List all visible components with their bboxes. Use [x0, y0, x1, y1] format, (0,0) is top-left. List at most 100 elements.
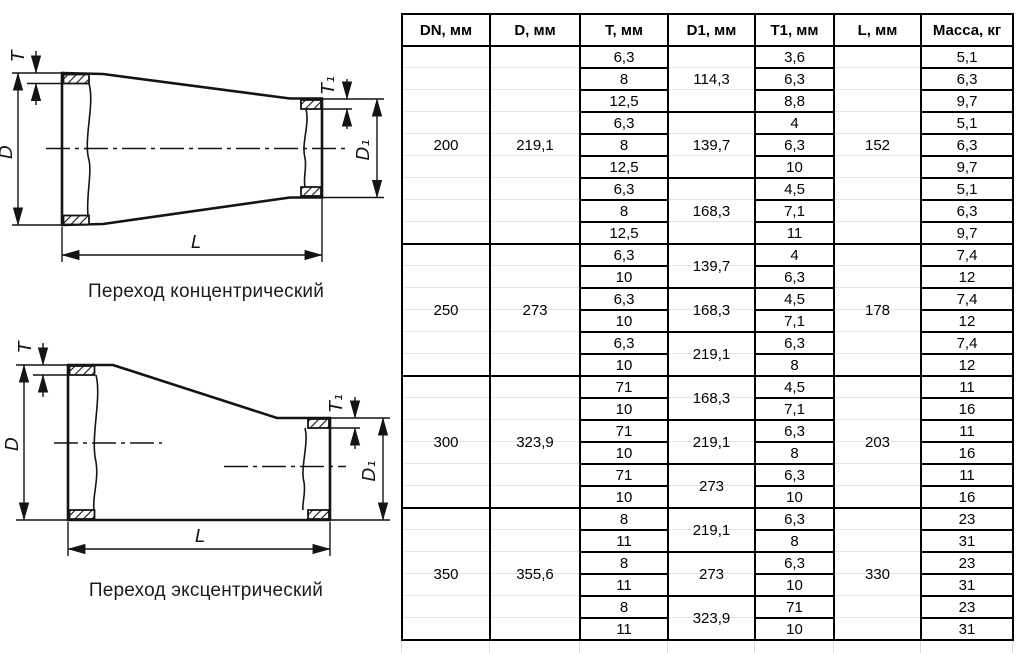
- cell-t: 8: [581, 69, 669, 91]
- cell-t: 10: [581, 487, 669, 509]
- cell-mass: 11: [922, 377, 1014, 399]
- cell-mass: 23: [922, 553, 1014, 575]
- cell-d: 355,6: [491, 509, 581, 641]
- cell-t: 10: [581, 311, 669, 333]
- cell-mass: 9,7: [922, 157, 1014, 179]
- header-cell-dn: DN, мм: [403, 15, 491, 47]
- cell-mass: 31: [922, 531, 1014, 553]
- cell-t: 8: [581, 135, 669, 157]
- cell-mass: 23: [922, 597, 1014, 619]
- cell-t1: 6,3: [756, 69, 835, 91]
- cell-d1: 219,1: [669, 509, 756, 553]
- header-cell-mass: Масса, кг: [922, 15, 1014, 47]
- spec-table: DN, мм D, мм T, мм D1, мм T1, мм L, мм Масса, …: [401, 13, 1014, 641]
- cell-t1: 4: [756, 245, 835, 267]
- cell-d: 323,9: [491, 377, 581, 509]
- table-row: 12,5 10 9,7: [403, 157, 1014, 179]
- cell-mass: 16: [922, 399, 1014, 421]
- cell-t1: 4: [756, 113, 835, 135]
- cell-d1: 323,9: [669, 597, 756, 641]
- cell-mass: 6,3: [922, 201, 1014, 223]
- dimension-lines: [12, 51, 384, 262]
- cell-t: 6,3: [581, 47, 669, 69]
- cell-t: 11: [581, 619, 669, 641]
- table-row: 12,5 11 9,7: [403, 223, 1014, 245]
- table-row: 350 355,6 8 219,1 6,3 330 23: [403, 509, 1014, 641]
- cell-mass: 31: [922, 575, 1014, 597]
- cell-d1: 273: [669, 553, 756, 597]
- table-row: 8 323,9 71 23: [403, 597, 1014, 641]
- cell-mass: 6,3: [922, 135, 1014, 157]
- excel-gridline-strip: [401, 641, 1014, 653]
- dim-label-t: T: [15, 340, 36, 353]
- cell-t1: 10: [756, 575, 835, 597]
- break-line: [92, 374, 307, 511]
- cell-t: 8: [581, 597, 669, 619]
- cell-mass: 7,4: [922, 245, 1014, 267]
- cell-mass: 23: [922, 509, 1014, 531]
- cell-t: 10: [581, 399, 669, 421]
- cell-t: 10: [581, 443, 669, 465]
- cell-d1: 139,7: [669, 245, 756, 289]
- table-row: 12,5 8,8 9,7: [403, 91, 1014, 113]
- cell-dn: 300: [403, 377, 491, 509]
- cell-t: 6,3: [581, 245, 669, 267]
- table-row: 71 219,1 6,3 11: [403, 421, 1014, 465]
- table-row: 8 6,3 6,3: [403, 135, 1014, 157]
- cell-mass: 5,1: [922, 47, 1014, 69]
- cell-t: 6,3: [581, 113, 669, 135]
- dimension-lines: [16, 343, 390, 556]
- dim-label-d1: D₁: [359, 460, 380, 481]
- concentric-caption: Переход концентрический: [87, 281, 325, 302]
- table-header: DN, мм D, мм T, мм D1, мм T1, мм L, мм Масса, …: [403, 15, 1014, 47]
- cell-t1: 8: [756, 531, 835, 553]
- cell-dn: 350: [403, 509, 491, 641]
- cell-mass: 9,7: [922, 223, 1014, 245]
- cell-t1: 4,5: [756, 179, 835, 201]
- cell-t: 11: [581, 531, 669, 553]
- cell-mass: 16: [922, 443, 1014, 465]
- cell-mass: 12: [922, 267, 1014, 289]
- table-row: 6,3 139,7 4 5,1: [403, 113, 1014, 179]
- table-row: 300 323,9 71 168,3 4,5 203 11: [403, 377, 1014, 509]
- cell-d1: 219,1: [669, 421, 756, 465]
- cell-d1: 273: [669, 465, 756, 509]
- cell-t: 12,5: [581, 223, 669, 245]
- cell-t1: 7,1: [756, 201, 835, 223]
- cell-t1: 7,1: [756, 399, 835, 421]
- cell-mass: 5,1: [922, 113, 1014, 135]
- cell-t: 10: [581, 267, 669, 289]
- concentric-reducer-drawing: T D T₁ D₁ L: [0, 49, 384, 262]
- dim-label-t: T: [8, 49, 29, 62]
- cell-t: 8: [581, 509, 669, 531]
- cell-mass: 5,1: [922, 179, 1014, 201]
- cell-d1: 114,3: [669, 47, 756, 113]
- cell-t1: 6,3: [756, 267, 835, 289]
- cell-mass: 7,4: [922, 289, 1014, 311]
- table-row: 71 273 6,3 11: [403, 465, 1014, 509]
- cell-mass: 31: [922, 619, 1014, 641]
- table-row: 10 8 12: [403, 355, 1014, 377]
- cell-t1: 6,3: [756, 421, 835, 443]
- cell-t1: 6,3: [756, 465, 835, 487]
- cell-dn: 200: [403, 47, 491, 245]
- cell-mass: 11: [922, 421, 1014, 443]
- cell-l: 203: [835, 377, 922, 509]
- cell-mass: 9,7: [922, 91, 1014, 113]
- dim-label-l: L: [195, 526, 205, 547]
- cell-l: 152: [835, 47, 922, 245]
- cell-t1: 10: [756, 487, 835, 509]
- cell-t1: 7,1: [756, 311, 835, 333]
- table-row: 10 8 16: [403, 443, 1014, 465]
- cell-t1: 8: [756, 443, 835, 465]
- cell-t1: 71: [756, 597, 835, 619]
- cell-d1: 139,7: [669, 113, 756, 179]
- cell-t1: 4,5: [756, 377, 835, 399]
- eccentric-caption: Переход эксцентрический: [88, 580, 324, 601]
- header-cell-l: L, мм: [835, 15, 922, 47]
- cell-l: 330: [835, 509, 922, 641]
- cell-t: 8: [581, 201, 669, 223]
- table-row: 250 273 6,3 139,7 4 178 7,4: [403, 245, 1014, 377]
- cell-mass: 11: [922, 465, 1014, 487]
- table-row: 11 10 31: [403, 575, 1014, 597]
